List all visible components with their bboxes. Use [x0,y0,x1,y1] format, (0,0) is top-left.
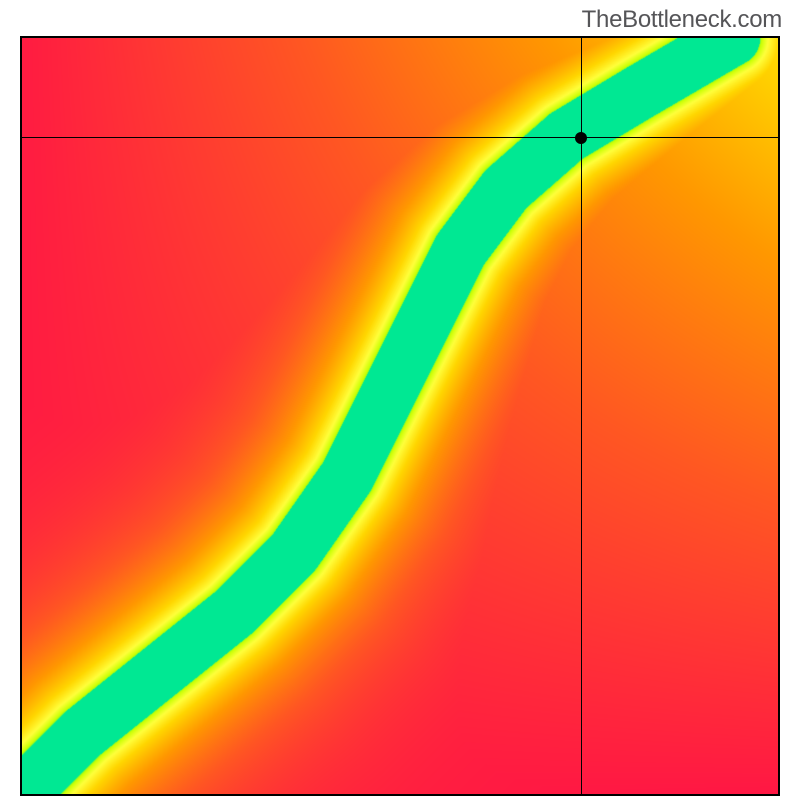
plot-border [20,36,780,796]
crosshair-horizontal [22,137,778,138]
watermark-text: TheBottleneck.com [582,6,782,34]
crosshair-vertical [581,38,582,794]
crosshair-marker [575,132,587,144]
chart-container: TheBottleneck.com [0,0,800,800]
